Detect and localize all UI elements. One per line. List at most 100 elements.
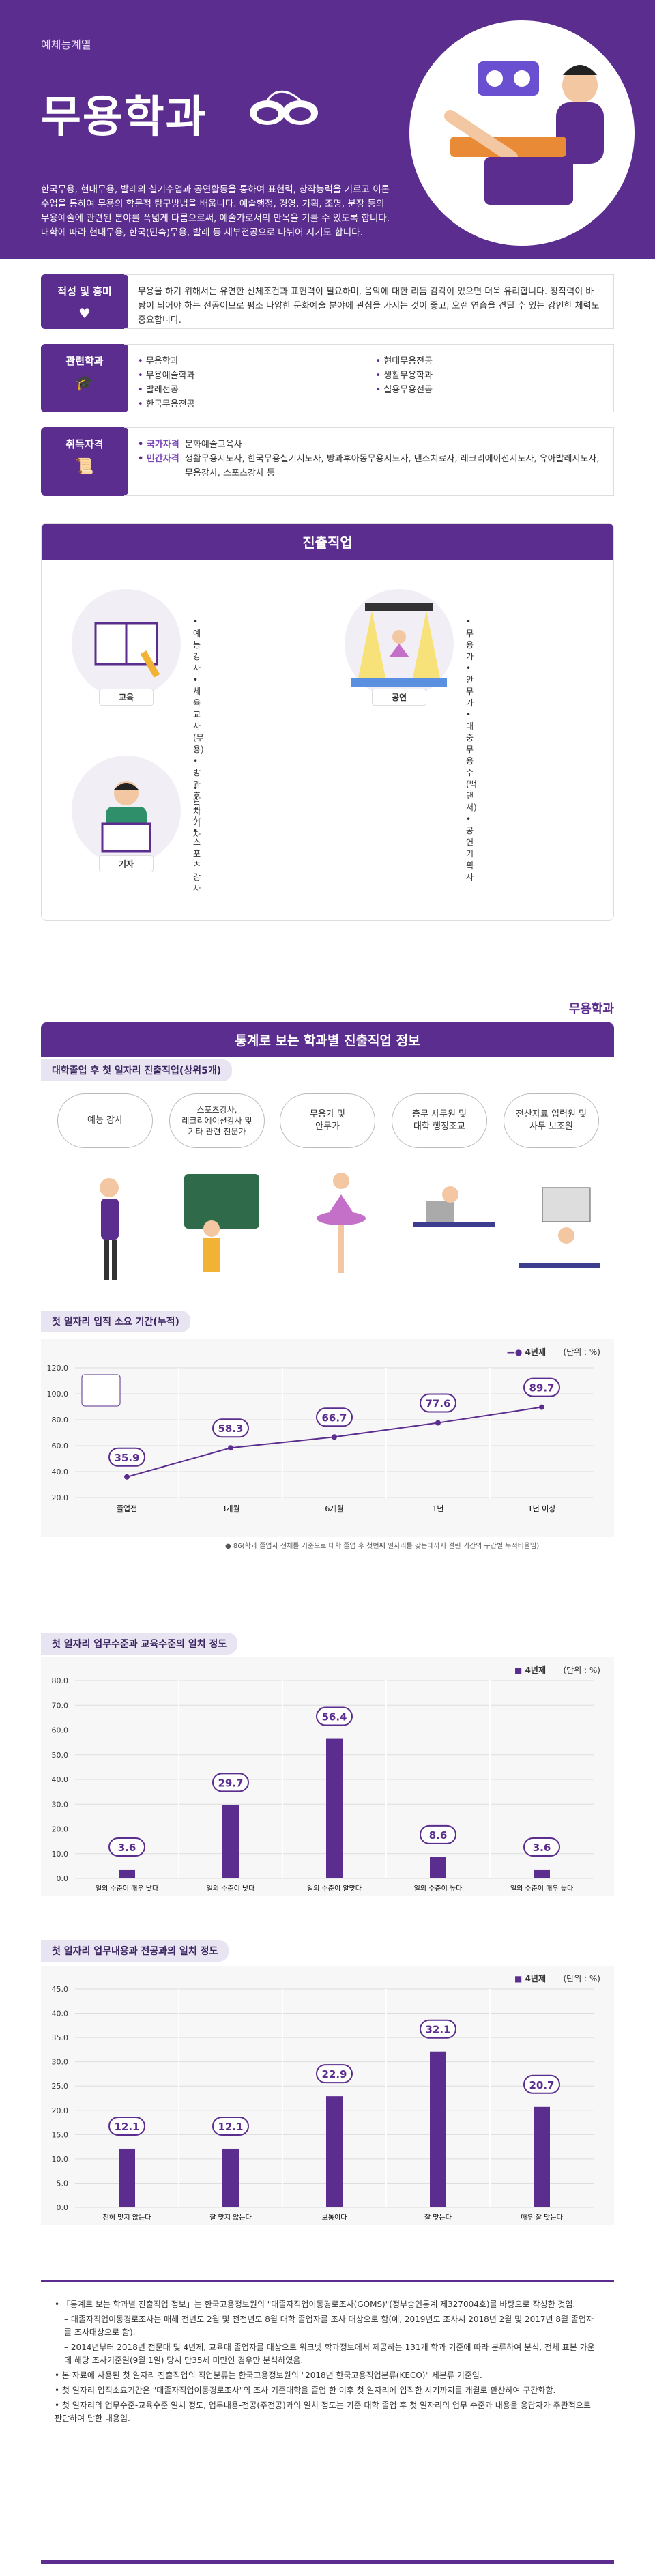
license-list: 국가자격 문화예술교육사 민간자격 생활무용지도사, 한국무용실기지도사, 방과… bbox=[124, 427, 614, 496]
aptitude-label: 적성 및 흥미 bbox=[57, 285, 112, 298]
career-item: 체육교사(무용) bbox=[193, 674, 204, 756]
data-label: 12.1 bbox=[218, 2121, 243, 2133]
chart3-unit: (단위 : %) bbox=[563, 1974, 600, 1984]
data-label: 20.7 bbox=[529, 2079, 554, 2091]
x-tick-label: 일의 수준이 높다 bbox=[414, 1885, 463, 1893]
footnote-item: • 「통계로 보는 학과별 진출직업 정보」는 한국고용정보원의 "대졸자직업이… bbox=[55, 2300, 576, 2309]
data-label-bubble bbox=[212, 1418, 249, 1438]
y-tick-label: 5.0 bbox=[57, 2179, 69, 2188]
x-tick-label: 일의 수준이 매우 높다 bbox=[510, 1885, 573, 1893]
data-point bbox=[435, 1420, 441, 1426]
stage-dancer-icon bbox=[345, 589, 454, 698]
bar bbox=[222, 2148, 239, 2207]
careers-box: 진출직업 교육 예능강사 체육교사(무용) 방과후교사 스포츠강사 공연 무용가… bbox=[41, 523, 614, 921]
chart1-title: 첫 일자리 입직 소요 기간(누적) bbox=[41, 1311, 190, 1332]
y-tick-label: 0.0 bbox=[57, 1874, 69, 1883]
data-label: 3.6 bbox=[118, 1842, 136, 1854]
graduation-cap-icon: 🎓 bbox=[75, 375, 94, 392]
legend-label: 4년제 bbox=[525, 1347, 546, 1357]
chart2-svg: 0.0 10.0 20.0 30.0 40.0 50.0 60.0 70.0 80.0 3.6 일의… bbox=[52, 1676, 594, 1893]
data-label-bubble bbox=[108, 2116, 145, 2136]
related-item: 무용예술학과 bbox=[138, 369, 362, 383]
footnotes: • 「통계로 보는 학과별 진출직업 정보」는 한국고용정보원의 "대졸자직업이… bbox=[41, 2280, 614, 2444]
bar bbox=[534, 1869, 550, 1878]
y-tick-label: 10.0 bbox=[52, 2155, 69, 2164]
books-icon bbox=[72, 589, 181, 698]
x-tick-label: 매우 잘 맞는다 bbox=[521, 2214, 563, 2222]
data-label-bubble bbox=[108, 1837, 145, 1857]
career-item: 대중무용수(백댄서) bbox=[466, 709, 477, 814]
x-tick-label: 1년 bbox=[432, 1504, 443, 1513]
related-item: 생활무용학과 bbox=[376, 369, 600, 383]
data-label-bubble bbox=[523, 2074, 560, 2094]
career-item: 스포츠강사 bbox=[193, 825, 204, 895]
data-label: 29.7 bbox=[218, 1777, 243, 1789]
data-label-bubble bbox=[316, 1407, 353, 1427]
y-tick-label: 40.0 bbox=[52, 2009, 69, 2018]
related-row: 관련학과 🎓 무용학과 무용예술학과 발레전공 한국무용전공 현대무용전공 생활… bbox=[41, 344, 614, 412]
footnote-item: • 첫 일자리 입직소요기간은 "대졸자직업이동경로조사"의 조사 기준대학을 … bbox=[55, 2386, 556, 2395]
stats-major: 무용학과 bbox=[568, 1002, 614, 1016]
y-tick-label: 25.0 bbox=[52, 2082, 69, 2091]
related-list: 무용학과 무용예술학과 발레전공 한국무용전공 현대무용전공 생활무용학과 실용… bbox=[124, 344, 614, 412]
career-group-label: 공연 bbox=[372, 689, 426, 706]
data-label-bubble bbox=[420, 1824, 456, 1844]
data-point bbox=[124, 1474, 130, 1480]
career-item: 공연기획자 bbox=[466, 814, 477, 883]
related-label-box: 관련학과 🎓 bbox=[41, 344, 128, 412]
chart3-panel: ■ 4년제 (단위 : %) 0.0 5.0 10.0 15.0 20.0 25.0 30.… bbox=[41, 1966, 614, 2225]
data-label-bubble bbox=[316, 1706, 353, 1726]
data-label: 22.9 bbox=[321, 2068, 347, 2080]
related-item: 무용학과 bbox=[138, 354, 362, 369]
y-tick-label: 120.0 bbox=[47, 1364, 69, 1373]
data-label-bubble bbox=[523, 1837, 560, 1857]
job-bubble-text: 예능 강사 bbox=[87, 1115, 123, 1126]
chart1-svg: 20.0 40.0 60.0 80.0 100.0 120.0 졸업전 3개월 6개월 1년 1년 … bbox=[47, 1364, 594, 1513]
y-tick-label: 40.0 bbox=[52, 1468, 69, 1476]
y-tick-label: 20.0 bbox=[52, 1493, 69, 1502]
data-label: 89.7 bbox=[529, 1382, 554, 1394]
license-label: 취득자격 bbox=[66, 438, 104, 450]
bar bbox=[326, 2096, 343, 2207]
x-tick-label: 보통이다 bbox=[322, 2214, 347, 2222]
intro-text: 한국무용, 현대무용, 발레의 실기수업과 공연활동을 통하여 표현력, 창작능… bbox=[41, 184, 390, 238]
related-item: 현대무용전공 bbox=[376, 354, 600, 369]
private-license: 생활무용지도사, 한국무용실기지도사, 방과후아동무용지도사, 댄스치료사, 레… bbox=[184, 454, 600, 478]
reporter-icon bbox=[72, 756, 181, 865]
bar bbox=[326, 1738, 343, 1878]
heart-search-icon: ♥ bbox=[78, 305, 91, 321]
chart3-title: 첫 일자리 업무내용과 전공과의 일치 정도 bbox=[41, 1940, 229, 1962]
y-tick-label: 30.0 bbox=[52, 1800, 69, 1809]
ballet-shoes-icon bbox=[250, 90, 318, 125]
x-tick-label: 1년 이상 bbox=[528, 1504, 556, 1513]
related-item: 한국무용전공 bbox=[138, 397, 362, 412]
data-label: 58.3 bbox=[218, 1422, 243, 1435]
x-tick-label: 졸업전 bbox=[117, 1504, 137, 1513]
career-group-label: 기자 bbox=[99, 855, 154, 872]
y-tick-label: 0.0 bbox=[57, 2203, 69, 2212]
certificate-icon: 📜 bbox=[75, 458, 94, 475]
bar bbox=[430, 1857, 446, 1878]
aptitude-row: 적성 및 흥미 ♥ 무용을 하기 위해서는 유연한 신체조건과 표현력이 필요하… bbox=[41, 274, 614, 329]
career-item: 잡지기자 bbox=[193, 783, 201, 841]
y-tick-label: 30.0 bbox=[52, 2058, 69, 2067]
related-item: 실용무용전공 bbox=[376, 383, 600, 397]
chart1-unit: (단위 : %) bbox=[563, 1347, 600, 1357]
x-tick-label: 전혀 맞지 않는다 bbox=[103, 2214, 151, 2222]
y-tick-label: 100.0 bbox=[47, 1390, 69, 1399]
y-tick-label: 35.0 bbox=[52, 2033, 69, 2042]
job-bubble-text: 스포츠강사, 레크리에이션강사 및 기타 관련 전문가 bbox=[181, 1105, 252, 1136]
chart1-legend: —● 4년제 bbox=[506, 1347, 546, 1357]
x-tick-label: 잘 맞는다 bbox=[424, 2214, 452, 2222]
footnote-item: – 2014년부터 2018년 전문대 및 4년제, 교육대 졸업자를 대상으로… bbox=[64, 2343, 595, 2365]
y-tick-label: 80.0 bbox=[52, 1416, 69, 1425]
category-label: 예체능계열 bbox=[41, 38, 91, 51]
job-bubble: 전산자료 입력원 및 사무 보조원 bbox=[504, 1093, 599, 1148]
bottom-bar bbox=[41, 2560, 614, 2564]
y-tick-label: 70.0 bbox=[52, 1701, 69, 1710]
data-label-bubble bbox=[420, 1393, 456, 1413]
data-label: 32.1 bbox=[425, 2024, 450, 2036]
jobs-illustration bbox=[100, 1173, 600, 1280]
data-point bbox=[228, 1445, 233, 1451]
footnote-item: • 첫 일자리의 업무수준-교육수준 일치 정도, 업무내용-전공(주전공)과의… bbox=[55, 2401, 591, 2423]
